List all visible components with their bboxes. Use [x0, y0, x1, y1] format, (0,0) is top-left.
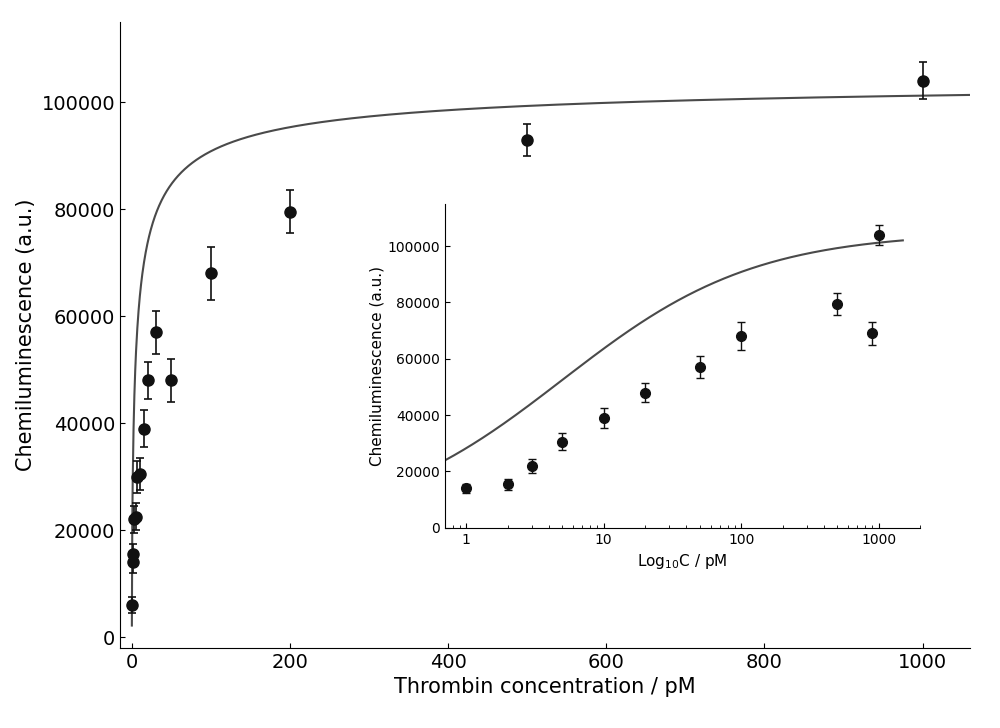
X-axis label: Thrombin concentration / pM: Thrombin concentration / pM — [394, 677, 696, 697]
Y-axis label: Chemiluminescence (a.u.): Chemiluminescence (a.u.) — [16, 199, 36, 471]
X-axis label: Log$_{10}$C / pM: Log$_{10}$C / pM — [637, 553, 728, 571]
Y-axis label: Chemiluminescence (a.u.): Chemiluminescence (a.u.) — [370, 266, 385, 466]
